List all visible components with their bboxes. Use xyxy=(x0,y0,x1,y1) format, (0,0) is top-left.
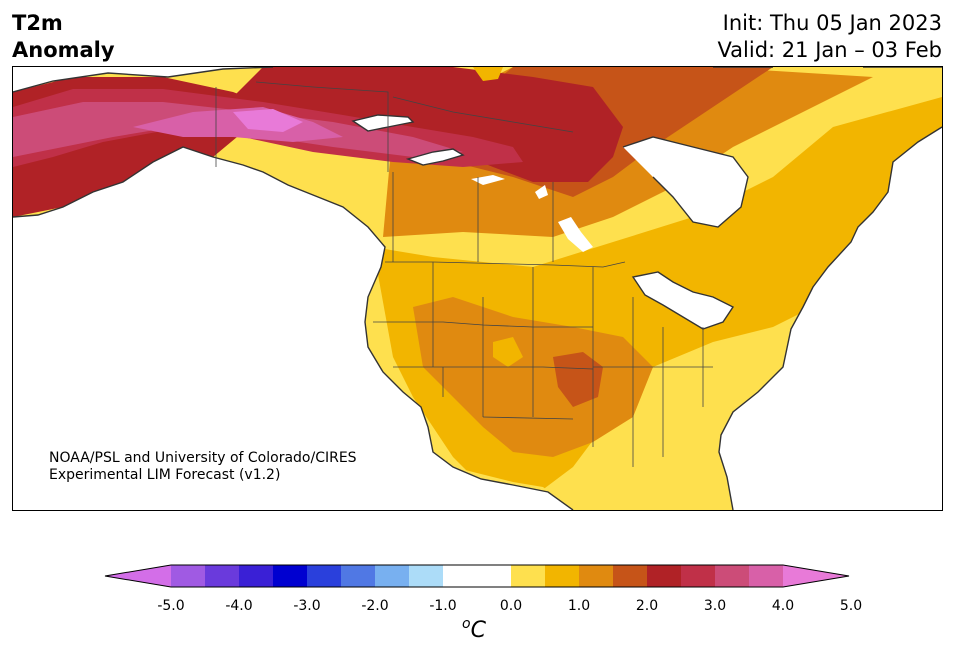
colorbar-tick-label: 4.0 xyxy=(771,598,795,614)
colorbar-segment xyxy=(443,565,478,587)
colorbar-tick-label: 0.0 xyxy=(499,598,523,614)
colorbar-unit: oC xyxy=(462,616,486,643)
valid-date: Valid: 21 Jan – 03 Feb xyxy=(717,38,942,62)
colorbar-segment xyxy=(477,565,512,587)
colorbar-tick-label: -5.0 xyxy=(157,598,185,614)
colorbar-segment xyxy=(375,565,410,587)
colorbar-segment xyxy=(171,565,206,587)
colorbar-tick-label: -2.0 xyxy=(361,598,389,614)
coastlines-and-borders xyxy=(13,67,942,510)
forecast-dates: Init: Thu 05 Jan 2023 Valid: 21 Jan – 03… xyxy=(717,10,942,64)
colorbar-segment xyxy=(239,565,274,587)
colorbar-tick-label: -3.0 xyxy=(293,598,321,614)
title-variable: T2m xyxy=(12,11,63,35)
colorbar-tick-label: 5.0 xyxy=(839,598,863,614)
colorbar-tick-label: 1.0 xyxy=(567,598,591,614)
colorbar-segment xyxy=(307,565,342,587)
colorbar xyxy=(104,564,850,588)
unit-celsius: C xyxy=(470,618,486,643)
colorbar-segment xyxy=(681,565,716,587)
colorbar-segment xyxy=(511,565,546,587)
colorbar-segment xyxy=(409,565,444,587)
land-anomaly-fill xyxy=(13,67,942,510)
colorbar-segment xyxy=(647,565,682,587)
map-title: T2m Anomaly xyxy=(12,10,115,64)
anomaly-map xyxy=(13,67,942,510)
colorbar-segment xyxy=(579,565,614,587)
credit-line-2: Experimental LIM Forecast (v1.2) xyxy=(49,467,281,483)
colorbar-tick-label: -1.0 xyxy=(429,598,457,614)
colorbar-segment xyxy=(749,565,784,587)
credit-line-1: NOAA/PSL and University of Colorado/CIRE… xyxy=(49,450,357,466)
colorbar-segment xyxy=(545,565,580,587)
colorbar-tick-label: 3.0 xyxy=(703,598,727,614)
unit-degree: o xyxy=(462,616,471,632)
colorbar-segment xyxy=(273,565,308,587)
colorbar-tick-labels: -5.0 -4.0 -3.0 -2.0 -1.0 0.0 1.0 2.0 3.0 4.0 5.0 xyxy=(0,598,953,618)
map-panel xyxy=(12,66,943,511)
colorbar-segment xyxy=(715,565,750,587)
political-boundaries xyxy=(215,81,713,467)
credit-text: NOAA/PSL and University of Colorado/CIRE… xyxy=(49,450,357,484)
colorbar-tick-label: 2.0 xyxy=(635,598,659,614)
colorbar-segment xyxy=(205,565,240,587)
colorbar-segment xyxy=(341,565,376,587)
colorbar-tick-label: -4.0 xyxy=(225,598,253,614)
colorbar-extend-high xyxy=(783,565,849,587)
water-bodies xyxy=(353,115,748,329)
title-field: Anomaly xyxy=(12,38,115,62)
colorbar-segment xyxy=(613,565,648,587)
init-date: Init: Thu 05 Jan 2023 xyxy=(722,11,942,35)
colorbar-outline xyxy=(104,564,850,588)
colorbar-extend-low xyxy=(105,565,171,587)
